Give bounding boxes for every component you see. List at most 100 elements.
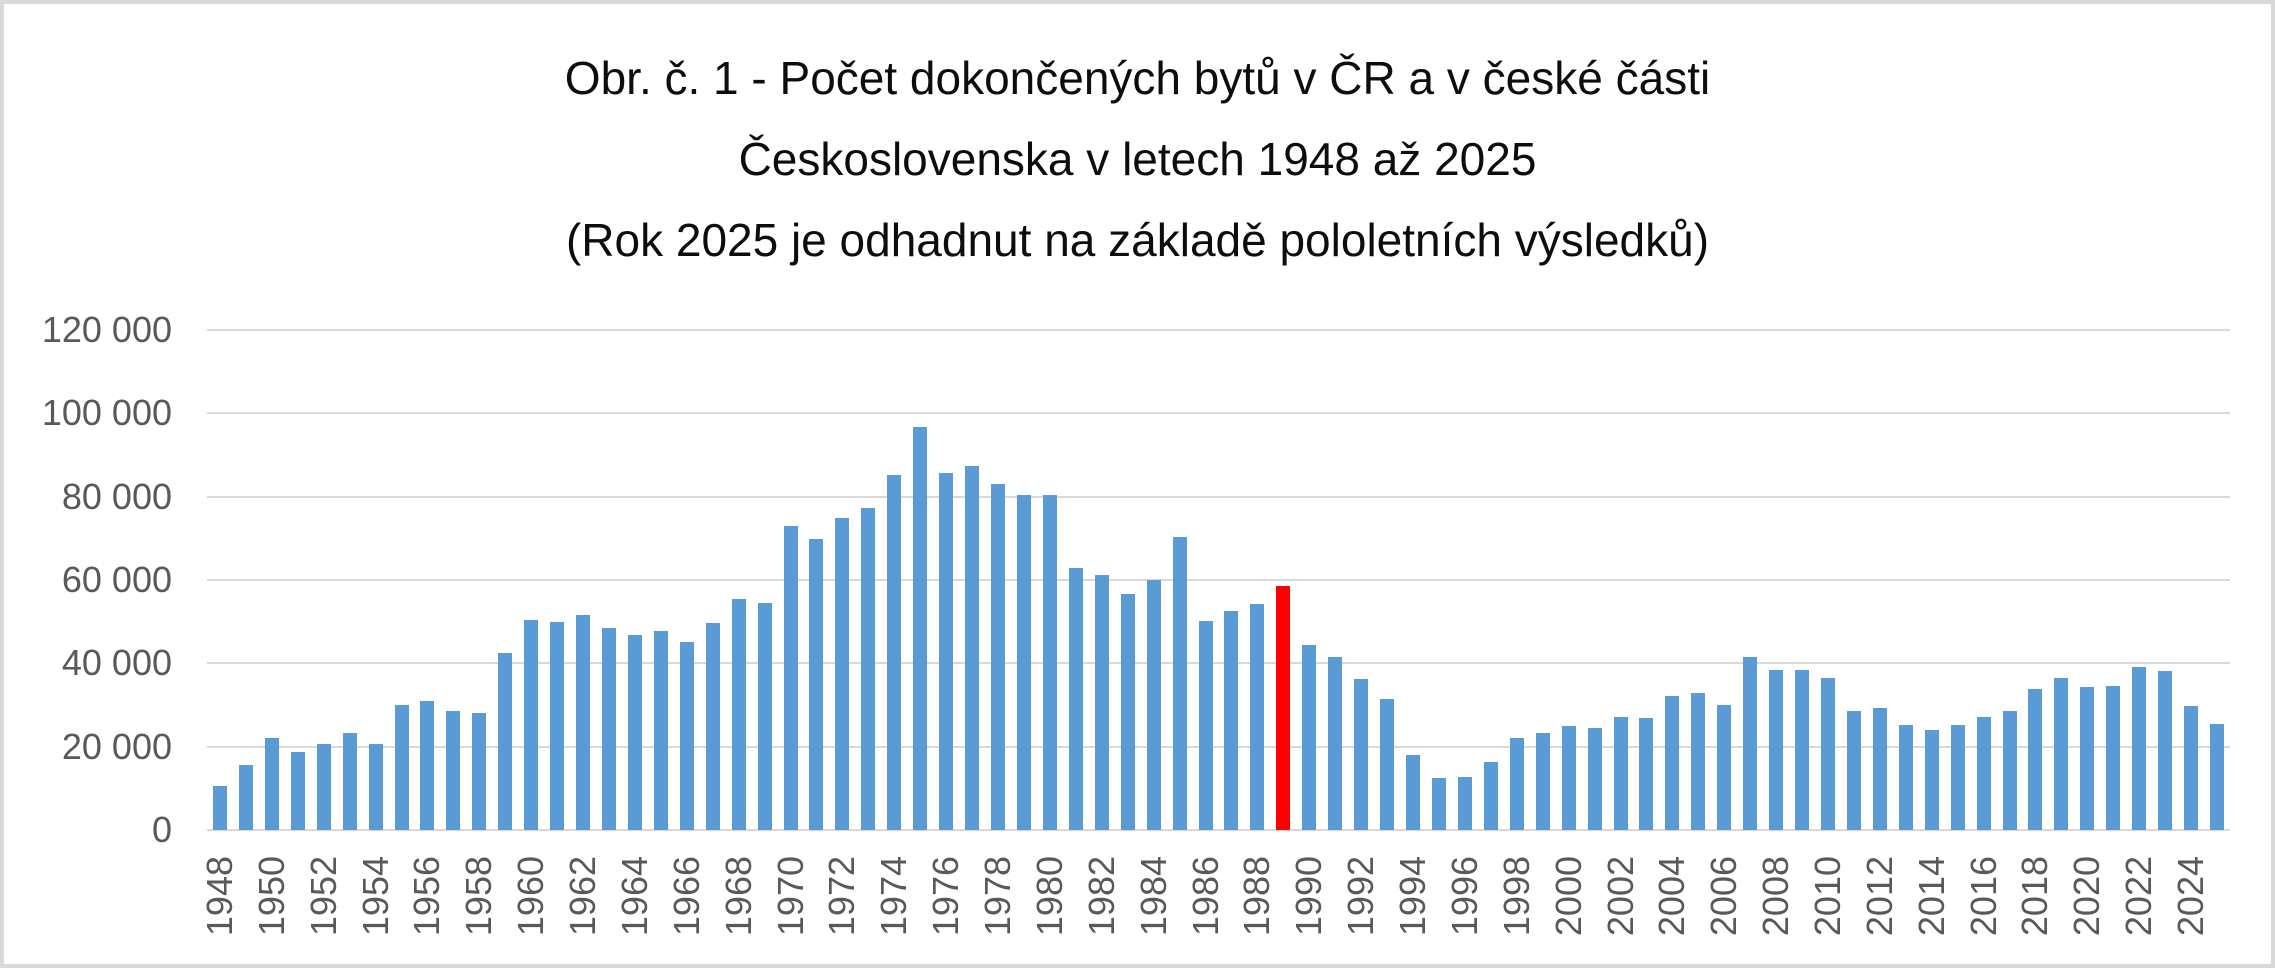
bar-2018 bbox=[2028, 689, 2043, 830]
x-tick-label-2012: 2012 bbox=[1858, 856, 1900, 937]
bar-1973 bbox=[861, 507, 876, 830]
bar-2011 bbox=[1846, 710, 1861, 830]
x-tick-label-1994: 1994 bbox=[1392, 856, 1434, 937]
x-tick-label-2022: 2022 bbox=[2118, 856, 2160, 937]
x-tick-label-1958: 1958 bbox=[458, 856, 500, 937]
x-tick-label-2006: 2006 bbox=[1703, 856, 1745, 937]
bar-1969 bbox=[757, 603, 772, 830]
bar-1985 bbox=[1172, 536, 1187, 830]
gridline-120000 bbox=[207, 329, 2230, 331]
x-tick-label-1970: 1970 bbox=[769, 856, 811, 937]
x-tick-label-2018: 2018 bbox=[2014, 856, 2056, 937]
gridline-40000 bbox=[207, 662, 2230, 665]
bar-1951 bbox=[290, 752, 305, 830]
x-tick-label-1948: 1948 bbox=[198, 856, 240, 937]
bar-1948 bbox=[212, 785, 227, 830]
x-tick-label-2010: 2010 bbox=[1806, 856, 1848, 937]
x-tick-label-2024: 2024 bbox=[2170, 856, 2212, 937]
bar-1967 bbox=[705, 622, 720, 830]
bar-1996 bbox=[1457, 777, 1472, 830]
bar-1974 bbox=[887, 475, 902, 830]
gridline-20000 bbox=[207, 745, 2230, 748]
bar-1997 bbox=[1483, 761, 1498, 830]
bar-2005 bbox=[1691, 693, 1706, 830]
bar-2002 bbox=[1613, 716, 1628, 830]
bar-1976 bbox=[939, 472, 954, 830]
bar-2019 bbox=[2054, 678, 2069, 830]
bar-1958 bbox=[472, 712, 487, 830]
x-tick-label-1966: 1966 bbox=[665, 856, 707, 937]
bar-1989 bbox=[1276, 585, 1291, 830]
bar-2025 bbox=[2210, 723, 2225, 830]
bar-2012 bbox=[1872, 707, 1887, 830]
gridline-80000 bbox=[207, 495, 2230, 498]
bar-1977 bbox=[965, 465, 980, 830]
bar-1980 bbox=[1042, 494, 1057, 830]
bar-1965 bbox=[653, 630, 668, 830]
x-tick-label-1972: 1972 bbox=[821, 856, 863, 937]
bar-2022 bbox=[2132, 666, 2147, 830]
x-tick-label-1988: 1988 bbox=[1236, 856, 1278, 937]
y-tick-label-40000: 40 000 bbox=[61, 642, 172, 684]
x-tick-label-1996: 1996 bbox=[1443, 856, 1485, 937]
chart-title-line-1: Obr. č. 1 - Počet dokončených bytů v ČR … bbox=[564, 52, 1711, 104]
chart-title-line-3: (Rok 2025 je odhadnut na základě pololet… bbox=[565, 214, 1710, 266]
bar-2010 bbox=[1820, 678, 1835, 830]
bar-1978 bbox=[991, 484, 1006, 830]
bar-2008 bbox=[1769, 670, 1784, 830]
x-tick-label-1964: 1964 bbox=[613, 856, 655, 937]
x-tick-label-2014: 2014 bbox=[1910, 856, 1952, 937]
x-tick-label-2004: 2004 bbox=[1651, 856, 1693, 937]
bar-1998 bbox=[1509, 737, 1524, 830]
bar-1988 bbox=[1250, 604, 1265, 830]
bar-1982 bbox=[1094, 575, 1109, 830]
bar-1957 bbox=[446, 711, 461, 830]
y-tick-label-0: 0 bbox=[151, 809, 172, 850]
x-tick-label-1960: 1960 bbox=[510, 856, 552, 937]
x-tick-label-1986: 1986 bbox=[1184, 856, 1226, 937]
bar-1960 bbox=[524, 620, 539, 830]
bar-1992 bbox=[1354, 678, 1369, 830]
x-tick-label-1962: 1962 bbox=[562, 856, 604, 937]
bar-1993 bbox=[1380, 699, 1395, 830]
bar-1994 bbox=[1406, 754, 1421, 830]
bar-2000 bbox=[1561, 726, 1576, 830]
bar-1986 bbox=[1198, 620, 1213, 830]
bar-1952 bbox=[316, 744, 331, 830]
bar-1949 bbox=[238, 764, 253, 830]
x-tick-label-1968: 1968 bbox=[717, 856, 759, 937]
bar-1962 bbox=[576, 614, 591, 830]
x-tick-label-1952: 1952 bbox=[302, 856, 344, 937]
x-tick-label-1956: 1956 bbox=[406, 856, 448, 937]
x-tick-label-2008: 2008 bbox=[1755, 856, 1797, 937]
y-tick-label-20000: 20 000 bbox=[61, 725, 172, 767]
x-tick-label-1950: 1950 bbox=[250, 856, 292, 937]
bar-1955 bbox=[394, 704, 409, 830]
bar-1954 bbox=[368, 744, 383, 830]
y-tick-label-100000: 100 000 bbox=[41, 392, 172, 434]
bar-1971 bbox=[809, 539, 824, 830]
bar-2020 bbox=[2080, 686, 2095, 830]
bar-2017 bbox=[2002, 711, 2017, 830]
bar-1959 bbox=[498, 652, 513, 830]
bar-2007 bbox=[1743, 656, 1758, 830]
chart-title: Obr. č. 1 - Počet dokončených bytů v ČR … bbox=[4, 38, 2271, 281]
bar-2015 bbox=[1950, 725, 1965, 830]
bar-1990 bbox=[1302, 645, 1317, 830]
x-tick-label-1984: 1984 bbox=[1132, 856, 1174, 937]
y-tick-label-80000: 80 000 bbox=[61, 475, 172, 517]
bar-1979 bbox=[1016, 495, 1031, 830]
x-tick-label-2002: 2002 bbox=[1599, 856, 1641, 937]
bar-2023 bbox=[2158, 671, 2173, 830]
bar-1983 bbox=[1120, 594, 1135, 830]
bar-2003 bbox=[1639, 717, 1654, 830]
bar-1970 bbox=[783, 525, 798, 830]
x-tick-label-1998: 1998 bbox=[1495, 856, 1537, 937]
bar-2013 bbox=[1898, 725, 1913, 830]
bar-1953 bbox=[342, 732, 357, 830]
x-tick-label-2020: 2020 bbox=[2066, 856, 2108, 937]
bar-1956 bbox=[420, 701, 435, 830]
x-tick-label-2000: 2000 bbox=[1547, 856, 1589, 937]
x-tick-label-1980: 1980 bbox=[1028, 856, 1070, 937]
